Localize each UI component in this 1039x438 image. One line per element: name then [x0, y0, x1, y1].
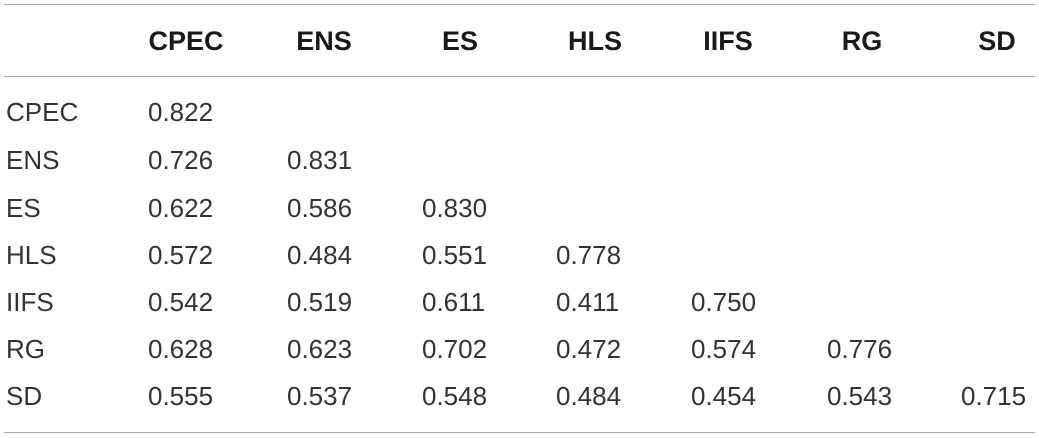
table-cell: 0.537: [287, 381, 353, 411]
table-cell: 0.750: [691, 287, 757, 317]
table-top-rule: [4, 4, 1035, 5]
table-cell: 0.586: [287, 193, 353, 223]
table-cell: 0.611: [422, 287, 486, 317]
table-cell: 0.484: [556, 381, 622, 411]
table-cell: 0.572: [148, 240, 214, 270]
table-cell: 0.551: [422, 240, 488, 270]
column-header-iifs: IIFS: [703, 26, 753, 56]
table-cell: 0.778: [556, 240, 622, 270]
row-label-iifs: IIFS: [6, 287, 54, 317]
table-cell: 0.776: [827, 334, 893, 364]
table-cell: 0.411: [556, 287, 620, 317]
column-header-cpec: CPEC: [148, 26, 224, 56]
row-label-ens: ENS: [6, 145, 60, 175]
table-cell: 0.484: [287, 240, 353, 270]
column-header-ens: ENS: [296, 26, 352, 56]
table-cell: 0.830: [422, 193, 488, 223]
table-cell: 0.472: [556, 334, 622, 364]
table-cell: 0.822: [148, 97, 214, 127]
table-cell: 0.702: [422, 334, 488, 364]
table-cell: 0.726: [148, 145, 214, 175]
table-cell: 0.622: [148, 193, 214, 223]
table-cell: 0.543: [827, 381, 893, 411]
table-cell: 0.519: [287, 287, 353, 317]
table-cell: 0.831: [287, 145, 353, 175]
table-cell: 0.574: [691, 334, 757, 364]
table-cell: 0.548: [422, 381, 488, 411]
table-bottom-rule: [4, 432, 1035, 433]
table-cell: 0.628: [148, 334, 214, 364]
column-header-rg: RG: [841, 26, 883, 56]
table-cell: 0.454: [691, 381, 757, 411]
column-header-es: ES: [441, 26, 479, 56]
table-header-rule: [4, 76, 1035, 77]
column-header-hls: HLS: [568, 26, 622, 56]
column-header-sd: SD: [978, 26, 1016, 56]
table-cell: 0.542: [148, 287, 214, 317]
row-label-hls: HLS: [6, 240, 57, 270]
row-label-rg: RG: [6, 334, 45, 364]
table-cell: 0.715: [961, 381, 1027, 411]
table-cell: 0.623: [287, 334, 353, 364]
row-label-sd: SD: [6, 381, 43, 411]
row-label-es: ES: [6, 193, 41, 223]
row-label-cpec: CPEC: [6, 97, 79, 127]
table-cell: 0.555: [148, 381, 214, 411]
